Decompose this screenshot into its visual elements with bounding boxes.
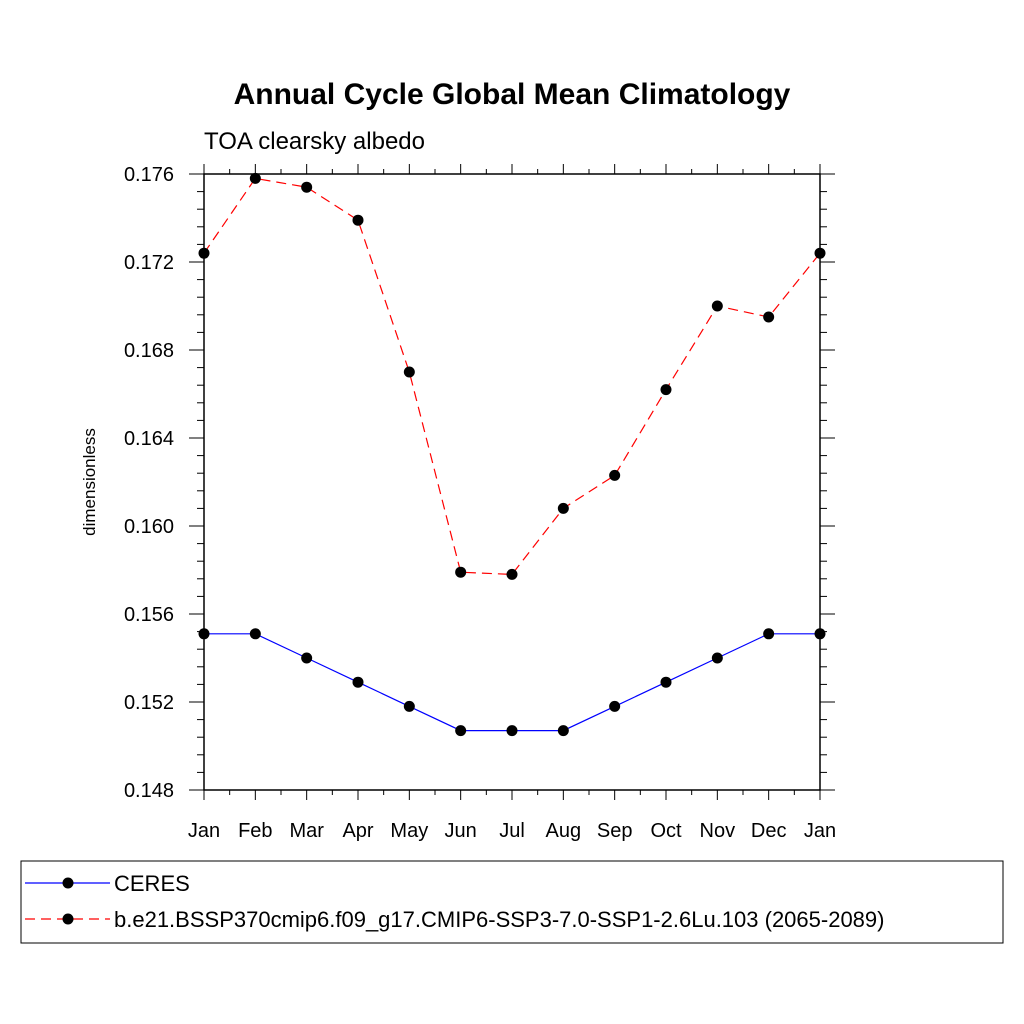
data-point	[763, 311, 775, 323]
plot-labels: Jan Feb Mar Apr May Jun Jul Aug Sep Oct Nov Dec Jan 0…	[124, 164, 836, 842]
y-axis-label: dimensionless	[80, 428, 99, 536]
data-point	[660, 676, 672, 688]
x-tick-label: Dec	[751, 820, 787, 842]
data-point	[455, 725, 467, 737]
plot-frame	[203, 173, 821, 791]
legend-box	[20, 860, 1004, 944]
plot-series	[198, 172, 826, 737]
x-tick-label: Mar	[289, 820, 324, 842]
x-tick-label: Jun	[445, 820, 477, 842]
data-point	[301, 652, 313, 664]
data-point	[711, 652, 723, 664]
y-tick-label: 0.168	[124, 340, 174, 362]
data-point	[506, 725, 518, 737]
series-line-1	[203, 177, 821, 576]
x-tick-label: Jan	[188, 820, 220, 842]
y-tick-label: 0.156	[124, 604, 174, 626]
y-tick-label: 0.172	[124, 252, 174, 274]
data-point	[455, 566, 467, 578]
x-tick-label: Oct	[650, 820, 682, 842]
data-point	[403, 700, 415, 712]
data-point	[403, 366, 415, 378]
x-tick-label: Aug	[546, 820, 582, 842]
data-point	[660, 384, 672, 396]
y-tick-label: 0.176	[124, 164, 174, 186]
x-tick-label: Apr	[342, 820, 373, 842]
legend-marker-ceres	[62, 877, 74, 889]
data-point	[711, 300, 723, 312]
data-point	[352, 676, 364, 688]
data-point	[301, 181, 313, 193]
data-point	[609, 469, 621, 481]
y-tick-label: 0.160	[124, 516, 174, 538]
data-point	[249, 172, 261, 184]
data-point	[506, 568, 518, 580]
x-tick-label: Feb	[238, 820, 272, 842]
data-point	[249, 628, 261, 640]
data-point	[557, 725, 569, 737]
y-tick-label: 0.152	[124, 692, 174, 714]
legend-label-ceres: CERES	[114, 871, 190, 896]
legend-marker-model	[62, 913, 74, 925]
series-line-0	[204, 633, 820, 732]
x-tick-label: Nov	[700, 820, 736, 842]
data-point	[763, 628, 775, 640]
chart-title: Annual Cycle Global Mean Climatology	[234, 78, 791, 111]
data-point	[609, 700, 621, 712]
x-tick-label: Jul	[499, 820, 525, 842]
chart-subtitle: TOA clearsky albedo	[204, 128, 425, 155]
x-tick-label: Sep	[597, 820, 633, 842]
data-point	[557, 502, 569, 514]
data-point	[352, 214, 364, 226]
legend-label-model: b.e21.BSSP370cmip6.f09_g17.CMIP6-SSP3-7.…	[114, 907, 884, 932]
y-tick-label: 0.148	[124, 780, 174, 802]
x-tick-label: Jan	[804, 820, 836, 842]
plot-ticks	[189, 164, 835, 800]
legend: CERES b.e21.BSSP370cmip6.f09_g17.CMIP6-S…	[20, 860, 1004, 944]
x-tick-label: May	[390, 820, 428, 842]
y-tick-label: 0.164	[124, 428, 174, 450]
